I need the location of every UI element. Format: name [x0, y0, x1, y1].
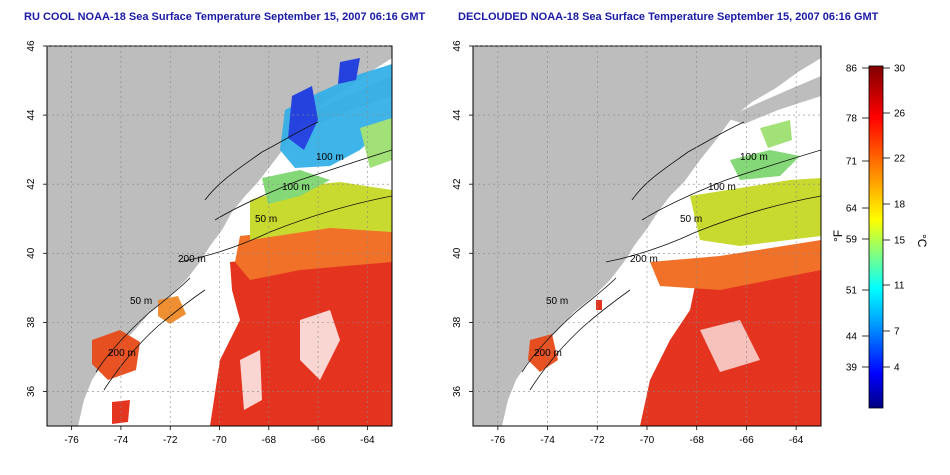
colorbar-f-tick-label: 78	[846, 114, 858, 125]
right-axis-ticks: -76 -74 -72 -70 -68 -66 -64 46 44 42 40 38 36	[452, 40, 804, 446]
right-lon-tick-label: -66	[739, 435, 754, 446]
colorbar-c-tick-label: 26	[894, 109, 906, 120]
left-panel-title: RU COOL NOAA-18 Sea Surface Temperature …	[24, 11, 426, 23]
colorbar-gradient	[868, 65, 884, 409]
right-lon-tick-label: -68	[689, 435, 704, 446]
left-contour-label-100m-a: 100 m	[316, 152, 344, 163]
left-lon-tick-label: -72	[163, 435, 178, 446]
left-contour-label-50m-a: 50 m	[255, 214, 277, 225]
left-lon-tick-label: -76	[64, 435, 79, 446]
left-gridlines	[47, 45, 392, 426]
left-lat-tick-label: 36	[26, 385, 37, 397]
left-lat-tick-label: 40	[26, 247, 37, 259]
colorbar-c-tick-label: 7	[894, 327, 900, 338]
colorbar-f-tick-label: 44	[846, 332, 858, 343]
left-contour-label-50m-b: 50 m	[130, 296, 152, 307]
left-contour-label-200m-a: 200 m	[178, 254, 206, 265]
right-panel-title: DECLOUDED NOAA-18 Sea Surface Temperatur…	[458, 11, 879, 23]
left-lon-tick-label: -68	[262, 435, 277, 446]
right-map-panel: 100 m 100 m 50 m 200 m 50 m 200 m -76 -74…	[452, 40, 822, 446]
right-lat-tick-label: 44	[452, 109, 463, 121]
left-sst-field	[92, 58, 392, 426]
right-contour-label-50m-a: 50 m	[680, 214, 702, 225]
left-lon-tick-label: -66	[311, 435, 326, 446]
right-lat-tick-label: 42	[452, 178, 463, 190]
colorbar-f-tick-label: 64	[846, 204, 858, 215]
right-lat-tick-label: 46	[452, 40, 463, 52]
colorbar-ticks: 86 78 71 64 59 51 44 39 30 26 22 18 15 11 7 4	[846, 64, 906, 374]
left-contour-label-100m-b: 100 m	[282, 182, 310, 193]
right-lat-tick-label: 36	[452, 385, 463, 397]
colorbar-c-tick-label: 30	[894, 64, 906, 75]
colorbar-c-tick-label: 4	[894, 363, 900, 374]
right-lat-tick-label: 40	[452, 247, 463, 259]
right-lon-tick-label: -74	[540, 435, 555, 446]
left-map-land	[47, 46, 392, 426]
colorbar-c-tick-label: 22	[894, 154, 906, 165]
colorbar-fahrenheit-label: °F	[831, 230, 845, 242]
left-depth-contours	[95, 121, 392, 391]
right-lon-tick-label: -76	[491, 435, 506, 446]
left-axis-ticks: -76 -74 -72 -70 -68 -66 -64 46 44 42 40 38 36	[26, 40, 375, 446]
right-lon-tick-label: -64	[789, 435, 804, 446]
colorbar: 86 78 71 64 59 51 44 39 30 26 22 18 15 11 7 4 °F °C	[831, 64, 929, 409]
right-lon-tick-label: -70	[640, 435, 655, 446]
left-lat-tick-label: 42	[26, 178, 37, 190]
colorbar-c-tick-label: 18	[894, 200, 906, 211]
left-lat-tick-label: 38	[26, 316, 37, 328]
left-lon-tick-label: -64	[360, 435, 375, 446]
colorbar-celsius-label: °C	[915, 234, 929, 248]
right-lat-tick-label: 38	[452, 316, 463, 328]
colorbar-f-tick-label: 71	[846, 157, 858, 168]
colorbar-f-tick-label: 39	[846, 363, 858, 374]
right-contour-label-50m-b: 50 m	[546, 296, 568, 307]
right-map-nova-scotia	[726, 76, 821, 124]
colorbar-c-tick-label: 11	[894, 281, 905, 292]
right-sst-field	[528, 120, 821, 426]
right-contour-label-200m-a: 200 m	[630, 254, 658, 265]
colorbar-f-tick-label: 86	[846, 64, 858, 75]
left-contour-label-200m-b: 200 m	[108, 348, 136, 359]
colorbar-c-tick-label: 15	[894, 236, 906, 247]
right-contour-label-100m-a: 100 m	[740, 152, 768, 163]
left-lon-tick-label: -70	[212, 435, 227, 446]
left-lat-tick-label: 46	[26, 40, 37, 52]
right-lon-tick-label: -72	[590, 435, 605, 446]
left-map-panel: 100 m 100 m 50 m 200 m 50 m 200 m -76 -74…	[26, 40, 393, 446]
right-depth-contours	[521, 121, 821, 391]
colorbar-f-tick-label: 51	[846, 286, 858, 297]
left-lat-tick-label: 44	[26, 109, 37, 121]
left-lon-tick-label: -74	[114, 435, 129, 446]
right-contour-label-200m-b: 200 m	[534, 348, 562, 359]
colorbar-f-tick-label: 59	[846, 235, 858, 246]
right-contour-label-100m-b: 100 m	[708, 182, 736, 193]
right-gridlines	[473, 45, 821, 426]
right-map-land	[473, 46, 821, 426]
